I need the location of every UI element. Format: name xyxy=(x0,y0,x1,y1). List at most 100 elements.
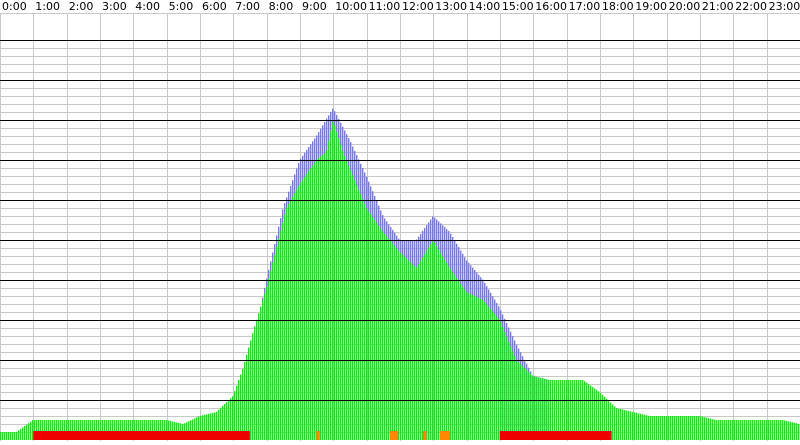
series-bar xyxy=(248,348,249,440)
series-bar xyxy=(432,241,433,440)
series-bar xyxy=(376,223,377,440)
series-bar xyxy=(486,304,487,440)
series-bar xyxy=(320,157,321,441)
series-bar xyxy=(274,255,275,440)
series-bar xyxy=(316,160,317,440)
hour-label: 22:00 xyxy=(735,0,767,13)
series-bar xyxy=(650,416,651,440)
series-bar xyxy=(718,420,719,440)
series-bar xyxy=(770,420,771,440)
series-bar xyxy=(454,275,455,440)
series-bar xyxy=(442,256,443,440)
series-bar xyxy=(484,302,485,440)
series-bar xyxy=(648,416,649,440)
series-bar xyxy=(364,204,365,440)
series-bar xyxy=(788,421,789,440)
series-bar xyxy=(14,432,15,440)
series-bar xyxy=(22,427,23,440)
series-bar xyxy=(322,155,323,440)
series-bar xyxy=(426,251,427,440)
series-bar xyxy=(488,307,489,440)
series-bar xyxy=(538,377,539,440)
series-bar xyxy=(494,314,495,440)
series-bar xyxy=(254,327,255,441)
hour-label: 17:00 xyxy=(569,0,601,13)
series-bar xyxy=(768,420,769,440)
series-bar xyxy=(344,156,345,440)
series-bar xyxy=(392,244,393,440)
hour-label: 21:00 xyxy=(702,0,734,13)
series-bar xyxy=(530,374,531,440)
series-bar xyxy=(324,153,325,440)
hour-label: 7:00 xyxy=(235,0,260,13)
series-bar xyxy=(660,416,661,440)
series-bar xyxy=(666,416,667,440)
series-bar xyxy=(614,406,615,440)
series-bar xyxy=(266,287,267,440)
series-bar xyxy=(330,131,331,440)
series-bar xyxy=(778,420,779,440)
series-bar xyxy=(652,416,653,440)
series-bar xyxy=(672,416,673,440)
series-bar xyxy=(388,239,389,440)
series-bar xyxy=(618,409,619,440)
series-bar xyxy=(278,239,279,440)
series-bar xyxy=(636,413,637,440)
series-bar xyxy=(240,375,241,441)
series-bar xyxy=(6,432,7,440)
series-bar xyxy=(280,231,281,440)
series-bar xyxy=(370,214,371,440)
series-bar xyxy=(250,340,251,440)
series-bar xyxy=(772,420,773,440)
series-bar xyxy=(360,194,361,440)
series-bar xyxy=(374,220,375,440)
series-bar xyxy=(760,420,761,440)
series-bar xyxy=(466,292,467,440)
series-bar xyxy=(430,244,431,440)
status-segment-orange xyxy=(317,431,320,440)
series-bar xyxy=(436,246,437,440)
series-bar xyxy=(540,378,541,440)
series-bar xyxy=(642,414,643,440)
series-bar xyxy=(312,165,313,440)
series-bar xyxy=(708,418,709,440)
series-bar xyxy=(698,416,699,440)
series-bar xyxy=(468,293,469,440)
series-bar xyxy=(404,257,405,440)
hour-label: 8:00 xyxy=(269,0,294,13)
series-bar xyxy=(738,420,739,440)
series-bar xyxy=(542,378,543,440)
series-bar xyxy=(300,183,301,440)
series-bar xyxy=(394,246,395,440)
series-bar xyxy=(358,190,359,440)
series-bar xyxy=(406,259,407,440)
series-bar xyxy=(534,376,535,440)
series-bar xyxy=(264,294,265,441)
series-bar xyxy=(508,342,509,440)
series-bar xyxy=(730,420,731,440)
series-bar xyxy=(748,420,749,440)
series-bar xyxy=(340,145,341,441)
series-bar xyxy=(504,332,505,440)
series-bar xyxy=(386,236,387,440)
series-bar xyxy=(688,416,689,440)
series-bar xyxy=(366,209,367,441)
hour-label: 10:00 xyxy=(335,0,367,13)
series-bar xyxy=(382,232,383,441)
series-bar xyxy=(548,380,549,440)
series-bar xyxy=(704,417,705,440)
series-bar xyxy=(734,420,735,440)
series-bar xyxy=(724,420,725,440)
series-bar xyxy=(498,319,499,440)
series-bar xyxy=(472,295,473,440)
series-bar xyxy=(690,416,691,440)
series-bar xyxy=(246,355,247,440)
series-bar xyxy=(474,296,475,440)
series-bar xyxy=(766,420,767,440)
series-bar xyxy=(434,243,435,440)
hour-label: 2:00 xyxy=(69,0,94,13)
series-bar xyxy=(328,141,329,440)
series-bar xyxy=(696,416,697,440)
series-bar xyxy=(416,267,417,440)
